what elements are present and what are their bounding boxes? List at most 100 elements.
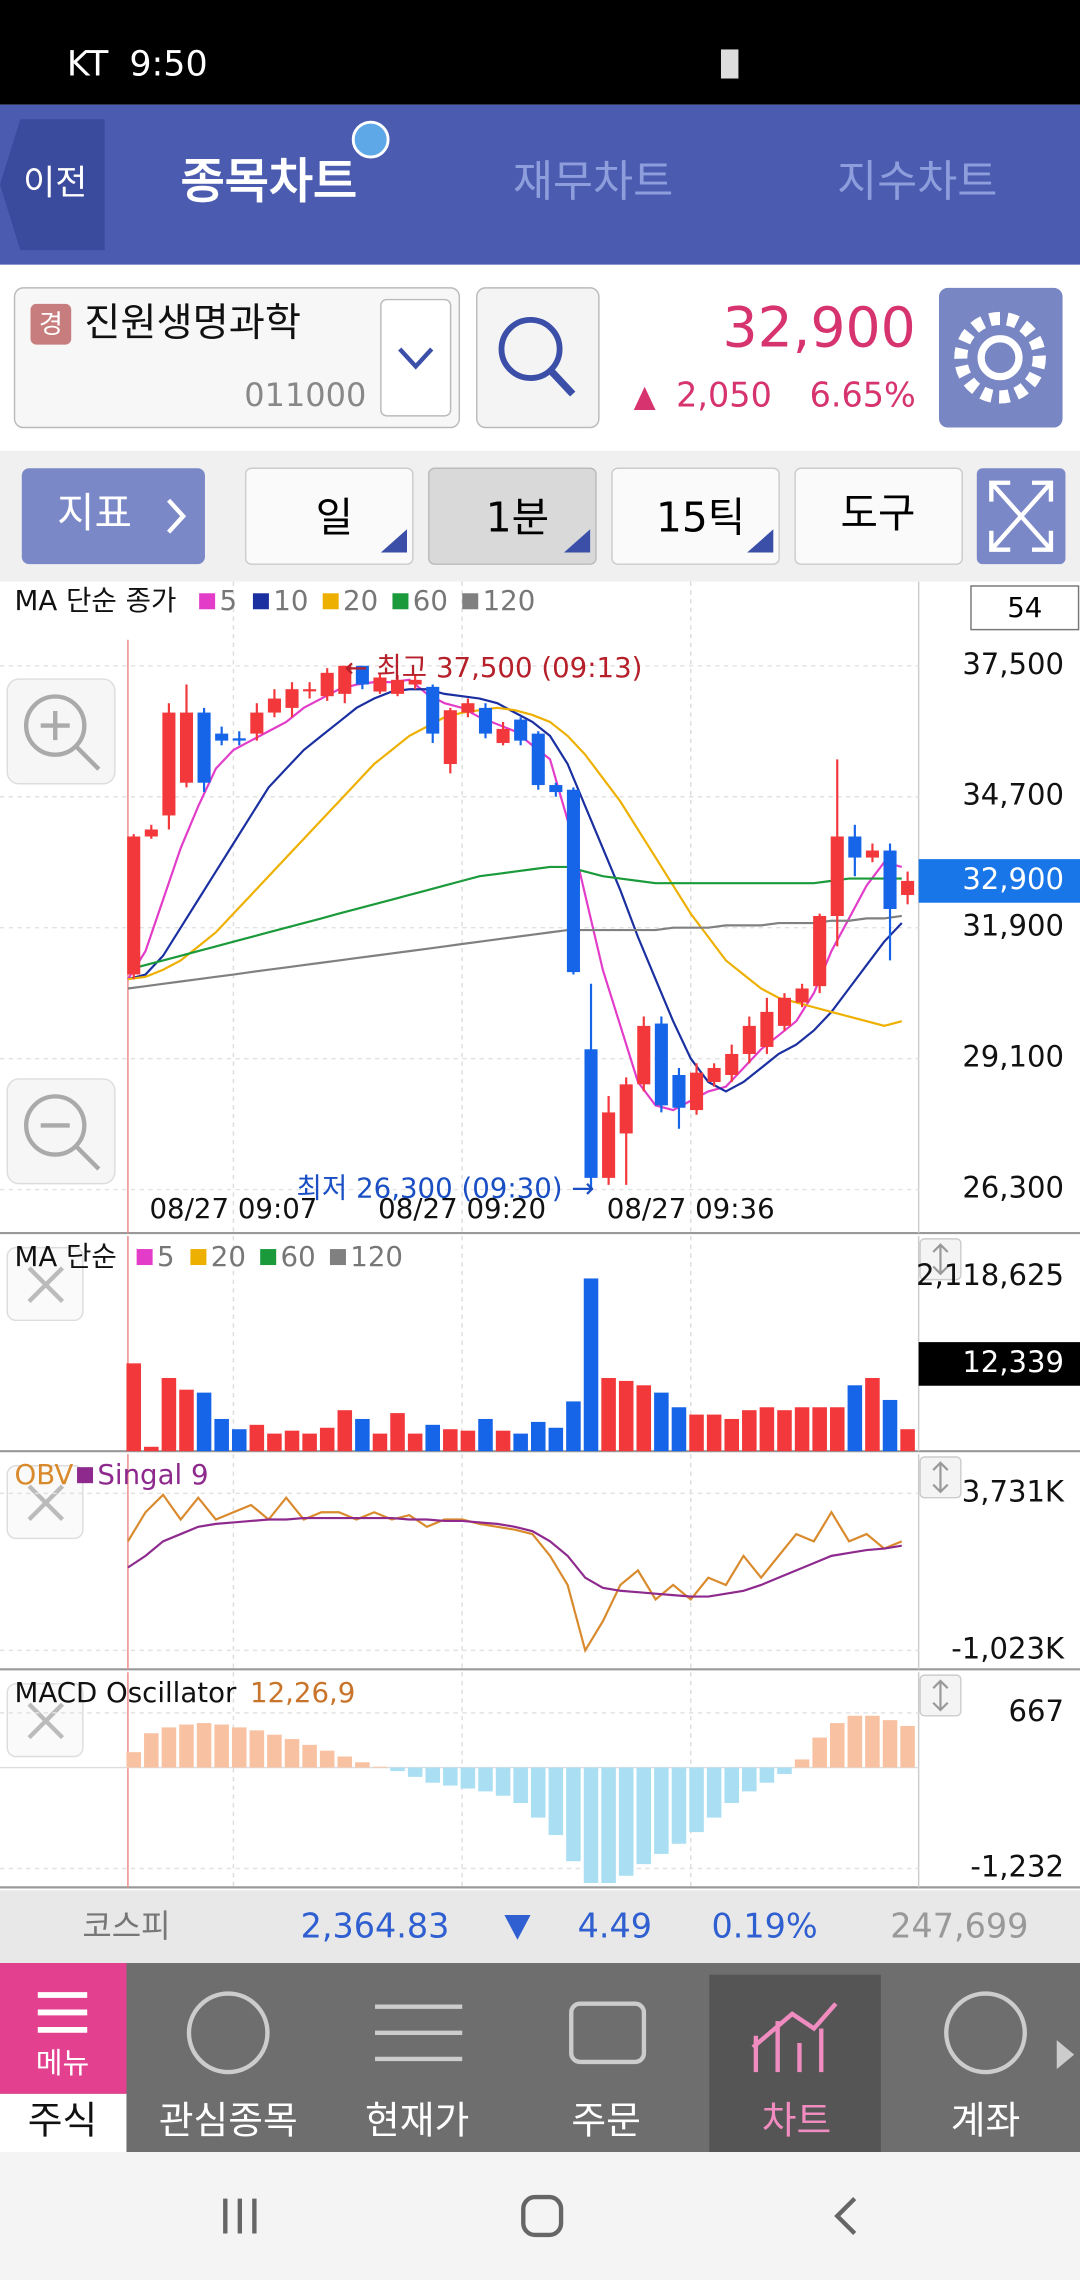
candle-body bbox=[760, 1011, 774, 1047]
legend-label: 60 bbox=[281, 1240, 316, 1273]
nav-label[interactable]: 주문 bbox=[571, 2098, 641, 2142]
tab[interactable]: 재무차트 bbox=[513, 158, 673, 208]
period-button[interactable] bbox=[244, 467, 414, 565]
indicator-label: 지표 bbox=[57, 489, 132, 537]
period-button[interactable] bbox=[428, 467, 597, 565]
bar bbox=[759, 1767, 775, 1783]
period-label: 1분 bbox=[486, 494, 549, 542]
candle-body bbox=[232, 738, 246, 741]
stock-name: 진원생명과학 bbox=[84, 301, 301, 346]
down-arrow bbox=[504, 1915, 531, 1940]
recent-button[interactable] bbox=[223, 2198, 257, 2234]
bar bbox=[267, 1433, 282, 1452]
count-label: 54 bbox=[1007, 591, 1042, 624]
nav-label: 차트 bbox=[762, 2098, 832, 2142]
bar bbox=[671, 1767, 687, 1844]
zoom-icon bbox=[23, 694, 87, 757]
bar bbox=[583, 1767, 599, 1883]
zoom-icon bbox=[23, 1094, 87, 1157]
period-button[interactable] bbox=[611, 467, 780, 565]
bar bbox=[407, 1433, 423, 1452]
search-icon bbox=[548, 368, 576, 397]
nav-more[interactable] bbox=[1056, 2040, 1075, 2070]
ma-line bbox=[127, 706, 903, 1027]
bar bbox=[548, 1427, 564, 1452]
legend-label: 5 bbox=[157, 1240, 175, 1273]
bar bbox=[284, 1430, 300, 1452]
home-button[interactable] bbox=[521, 2194, 564, 2238]
nav-label[interactable]: 현재가 bbox=[365, 2098, 469, 2142]
candle-body bbox=[303, 689, 317, 692]
nav-label[interactable]: 계좌 bbox=[951, 2098, 1021, 2142]
close-icon bbox=[27, 1484, 65, 1522]
bar bbox=[812, 1407, 827, 1452]
legend-label: 20 bbox=[211, 1240, 246, 1273]
y-tick-label: -1,232 bbox=[970, 1849, 1064, 1883]
bar bbox=[689, 1414, 704, 1452]
dropdown[interactable] bbox=[380, 298, 452, 417]
bar bbox=[829, 1407, 845, 1452]
ma-line bbox=[126, 678, 903, 1112]
bar bbox=[144, 1733, 159, 1768]
indicator-button[interactable] bbox=[21, 468, 205, 565]
bar bbox=[812, 1737, 827, 1768]
candle-body bbox=[531, 733, 545, 786]
stock-box[interactable] bbox=[13, 287, 461, 429]
bar bbox=[355, 1418, 370, 1452]
back-nav-button[interactable] bbox=[834, 2197, 857, 2236]
y-tick-label: 31,900 bbox=[962, 909, 1064, 943]
bar bbox=[495, 1767, 511, 1796]
y-tick-label: 3,731K bbox=[962, 1474, 1065, 1508]
candle-body bbox=[443, 710, 457, 765]
current-box bbox=[918, 1342, 1080, 1386]
y-tick-label: 37,500 bbox=[962, 647, 1064, 681]
ma-line bbox=[127, 865, 902, 971]
bar bbox=[179, 1724, 194, 1768]
gear bbox=[977, 335, 1023, 381]
bar bbox=[407, 1767, 423, 1777]
chart-subtitle: 12,26,9 bbox=[250, 1676, 355, 1709]
ma-line bbox=[127, 914, 902, 990]
nav-label[interactable]: 관심종목 bbox=[159, 2098, 298, 2142]
candle-body bbox=[637, 1025, 651, 1085]
index-change: 4.49 bbox=[578, 1907, 652, 1946]
bar bbox=[847, 1385, 863, 1452]
back-button[interactable] bbox=[0, 119, 105, 251]
bar bbox=[249, 1424, 265, 1452]
bar bbox=[196, 1723, 212, 1768]
legend-swatch bbox=[392, 593, 409, 610]
index-rate: 0.19% bbox=[711, 1907, 817, 1946]
stock-code: 011000 bbox=[244, 376, 366, 414]
candle-body bbox=[373, 677, 387, 692]
bar bbox=[144, 1446, 159, 1452]
candle-body bbox=[795, 988, 809, 1003]
y-tick-label: 34,700 bbox=[962, 778, 1064, 812]
bar bbox=[319, 1750, 335, 1768]
y-tick-label: -1,023K bbox=[951, 1631, 1065, 1665]
settings-button[interactable] bbox=[939, 287, 1063, 428]
candle-body bbox=[144, 829, 158, 837]
zoom-icon bbox=[40, 711, 101, 771]
bar bbox=[882, 1399, 898, 1452]
tool-button[interactable] bbox=[794, 467, 963, 565]
search-button[interactable] bbox=[476, 287, 600, 429]
index-bar bbox=[0, 1890, 1080, 1964]
candle-body bbox=[584, 1049, 598, 1178]
tab[interactable]: 지수차트 bbox=[837, 158, 997, 208]
nav-active[interactable] bbox=[709, 1974, 881, 2153]
candle-body bbox=[549, 785, 563, 793]
price: 32,900 bbox=[723, 297, 916, 361]
legend-label: 20 bbox=[343, 584, 378, 617]
bar bbox=[777, 1767, 792, 1774]
bar bbox=[601, 1377, 616, 1452]
candle-body bbox=[514, 719, 528, 741]
count-box bbox=[970, 585, 1080, 631]
legend-label: Singal 9 bbox=[97, 1458, 208, 1491]
bar bbox=[196, 1392, 212, 1452]
nav-tab[interactable] bbox=[0, 2093, 127, 2153]
rate: 6.65% bbox=[810, 375, 916, 414]
tab-active[interactable]: 종목차트 bbox=[181, 154, 358, 210]
bar bbox=[759, 1407, 775, 1452]
y-tick-label: 667 bbox=[1009, 1694, 1064, 1728]
